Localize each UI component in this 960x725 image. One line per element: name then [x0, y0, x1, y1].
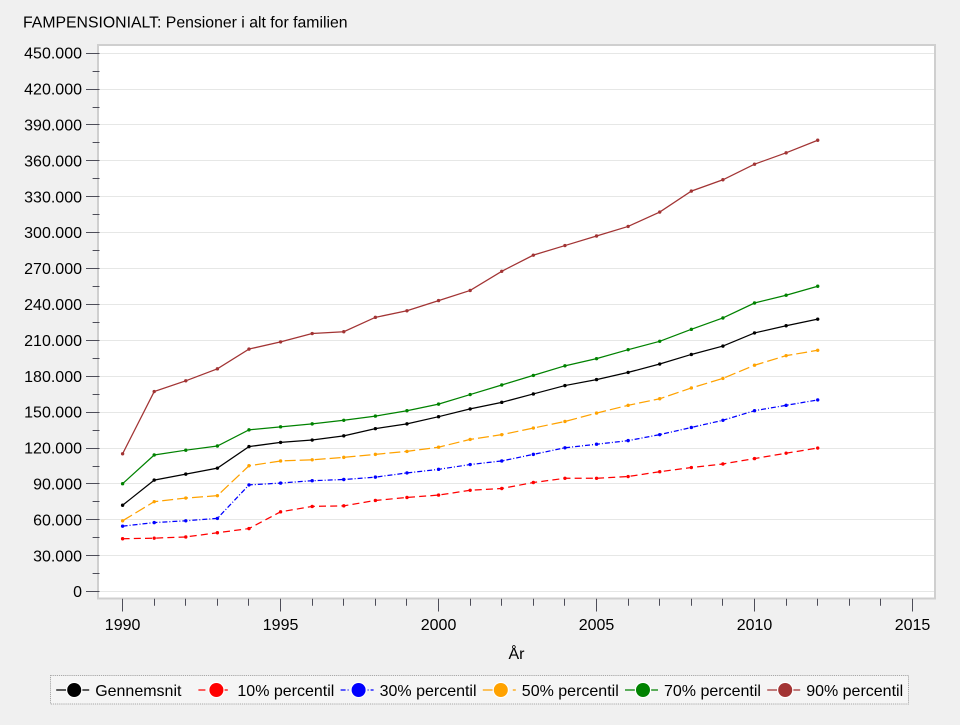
- svg-text:70% percentil: 70% percentil: [664, 683, 761, 700]
- svg-text:240.000: 240.000: [24, 297, 82, 314]
- svg-text:390.000: 390.000: [24, 118, 82, 135]
- svg-text:60.000: 60.000: [33, 512, 82, 529]
- svg-text:2000: 2000: [421, 617, 457, 634]
- svg-text:420.000: 420.000: [24, 82, 82, 99]
- svg-text:30.000: 30.000: [33, 548, 82, 565]
- svg-text:10% percentil: 10% percentil: [237, 683, 334, 700]
- svg-text:450.000: 450.000: [24, 46, 82, 63]
- svg-text:120.000: 120.000: [24, 441, 82, 458]
- svg-text:360.000: 360.000: [24, 153, 82, 170]
- svg-text:300.000: 300.000: [24, 225, 82, 242]
- svg-text:30% percentil: 30% percentil: [380, 683, 477, 700]
- svg-text:90% percentil: 90% percentil: [806, 683, 903, 700]
- svg-text:År: År: [509, 644, 526, 663]
- svg-text:90.000: 90.000: [33, 477, 82, 494]
- svg-text:2005: 2005: [579, 617, 615, 634]
- svg-text:FAMPENSIONIALT: Pensioner i al: FAMPENSIONIALT: Pensioner i alt for fami…: [23, 15, 348, 32]
- svg-text:150.000: 150.000: [24, 405, 82, 422]
- svg-text:1995: 1995: [263, 617, 299, 634]
- svg-text:2010: 2010: [737, 617, 773, 634]
- svg-text:270.000: 270.000: [24, 261, 82, 278]
- svg-text:180.000: 180.000: [24, 369, 82, 386]
- svg-text:2015: 2015: [895, 617, 931, 634]
- svg-text:330.000: 330.000: [24, 189, 82, 206]
- svg-text:1990: 1990: [105, 617, 141, 634]
- svg-text:50% percentil: 50% percentil: [522, 683, 619, 700]
- svg-text:Gennemsnit: Gennemsnit: [95, 683, 182, 700]
- svg-text:210.000: 210.000: [24, 333, 82, 350]
- svg-text:0: 0: [73, 584, 82, 601]
